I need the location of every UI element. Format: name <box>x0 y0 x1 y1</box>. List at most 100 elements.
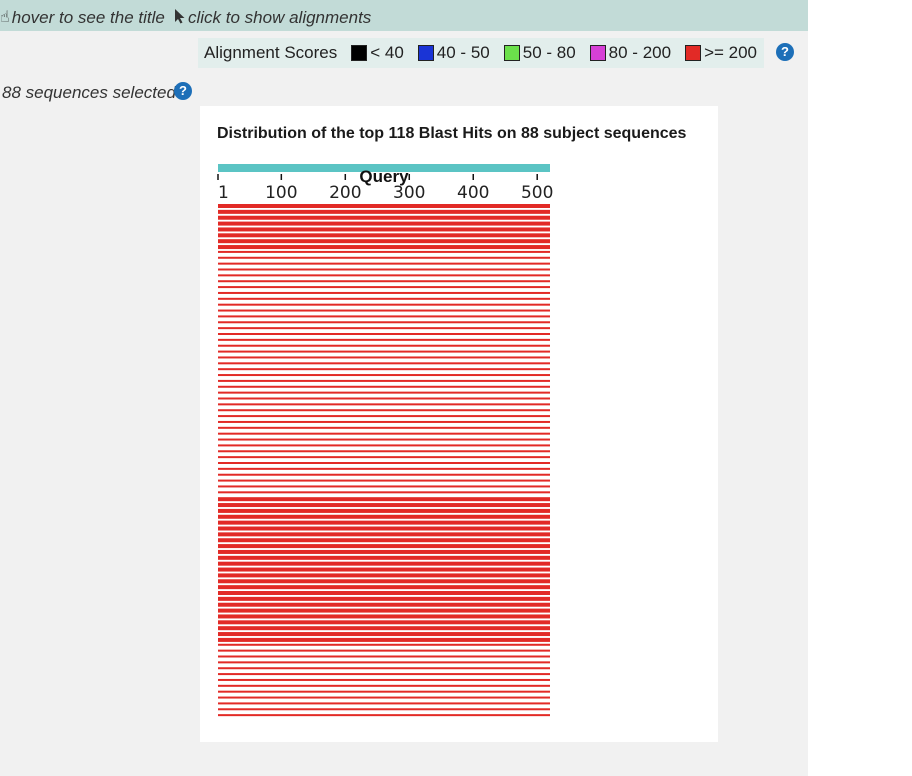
hit-bar <box>218 473 550 476</box>
hit-bar <box>218 374 550 377</box>
hit-bar <box>218 379 550 382</box>
hit-bar <box>218 415 550 418</box>
hit-bar <box>218 708 550 711</box>
legend-label: 80 - 200 <box>608 43 672 62</box>
hit-bar <box>218 514 550 519</box>
legend-label: >= 200 <box>704 43 758 62</box>
hit-bar <box>218 268 550 271</box>
cursor-arrow-icon <box>174 8 186 28</box>
legend-swatch <box>351 45 368 61</box>
hit-bar <box>218 591 550 595</box>
legend-swatch <box>417 45 434 61</box>
hits-chart-svg: Query 1 100 200 300 400 500 <box>217 164 553 717</box>
hit-bar <box>218 637 550 642</box>
tick-label: 1 <box>218 183 229 203</box>
hit-bar <box>218 462 550 464</box>
hit-bar <box>218 456 550 459</box>
hover-hint-text: hover to see the title <box>11 8 165 27</box>
hit-bar <box>218 403 550 406</box>
hit-bar <box>218 291 550 294</box>
hit-bar <box>218 215 550 220</box>
alignment-score-legend: Alignment Scores < 40 40 - 50 50 - 80 80… <box>198 38 764 68</box>
legend-item-50-80: 50 - 80 <box>503 43 576 63</box>
hit-bar <box>218 432 550 435</box>
hit-bar <box>218 426 550 429</box>
legend-label: 40 - 50 <box>436 43 490 62</box>
hit-bar <box>218 667 550 670</box>
hit-bar <box>218 608 550 613</box>
hit-bar <box>218 338 550 341</box>
hit-bar <box>218 596 550 601</box>
legend-item-80-200: 80 - 200 <box>589 43 672 63</box>
graphic-summary-panel: ☝ hover to see the title click to show a… <box>0 0 808 776</box>
hit-bar <box>218 444 550 447</box>
hit-bar <box>218 315 550 318</box>
hit-bar <box>218 250 550 253</box>
hit-bar <box>218 485 550 488</box>
legend-title: Alignment Scores <box>204 43 338 62</box>
hit-bar <box>218 549 550 554</box>
hit-bar <box>218 256 550 259</box>
hit-bar <box>218 420 550 423</box>
hit-bar <box>218 274 550 277</box>
hit-bar <box>218 356 550 359</box>
tick-label: 200 <box>329 183 361 203</box>
hit-bar <box>218 303 550 306</box>
hit-bar <box>218 280 550 283</box>
hit-bar <box>218 643 550 646</box>
query-bar <box>218 164 550 172</box>
legend-help-icon[interactable]: ? <box>776 43 794 61</box>
hit-bar <box>218 503 550 508</box>
legend-item-gte200: >= 200 <box>685 43 757 63</box>
hit-bar <box>218 538 550 543</box>
hit-bar <box>218 526 550 531</box>
hit-bar <box>218 321 550 324</box>
tick-label: 300 <box>393 183 425 203</box>
hit-bar <box>218 508 550 513</box>
hit-bar <box>218 397 550 400</box>
tick-label: 500 <box>521 183 553 203</box>
selection-help-icon[interactable]: ? <box>174 82 192 100</box>
hit-bar <box>218 344 550 347</box>
hit-bar <box>218 655 550 658</box>
hit-bar <box>218 673 550 676</box>
tick-label: 400 <box>457 183 489 203</box>
legend-swatch <box>685 45 702 61</box>
hit-bar <box>218 327 550 330</box>
hit-bar <box>218 262 550 265</box>
hit-bar <box>218 696 550 699</box>
hit-bar <box>218 438 550 441</box>
legend-label: 50 - 80 <box>522 43 576 62</box>
hit-bar <box>218 678 550 681</box>
hit-bar <box>218 684 550 687</box>
hit-bar <box>218 620 550 625</box>
hit-bar <box>218 391 550 394</box>
hit-bar <box>218 614 550 619</box>
hit-bar <box>218 479 550 482</box>
hit-bar <box>218 585 550 590</box>
hit-bar <box>218 221 550 226</box>
legend-swatch <box>589 45 606 61</box>
hit-bar <box>218 350 550 353</box>
hit-bar <box>218 368 550 371</box>
hit-bar <box>218 491 550 494</box>
hit-bar <box>218 209 550 214</box>
hit-bar <box>218 702 550 705</box>
hit-bar <box>218 573 550 578</box>
legend-item-lt40: < 40 <box>351 43 404 63</box>
hit-bar <box>218 555 550 560</box>
hit-bar <box>218 362 550 365</box>
tick-label: 100 <box>265 183 297 203</box>
hit-bar <box>218 632 550 637</box>
hit-bar <box>218 409 550 412</box>
hit-bar <box>218 297 550 300</box>
hit-bar <box>218 579 550 584</box>
hits-chart-card: Distribution of the top 118 Blast Hits o… <box>200 106 718 742</box>
hint-bar: ☝ hover to see the title click to show a… <box>0 0 808 31</box>
hit-bar <box>218 532 550 537</box>
hit-bar <box>218 333 550 335</box>
hit-bar <box>218 239 550 244</box>
hit-bar <box>218 245 550 250</box>
pointing-hand-icon: ☝ <box>0 9 10 26</box>
hit-bar <box>218 450 550 453</box>
